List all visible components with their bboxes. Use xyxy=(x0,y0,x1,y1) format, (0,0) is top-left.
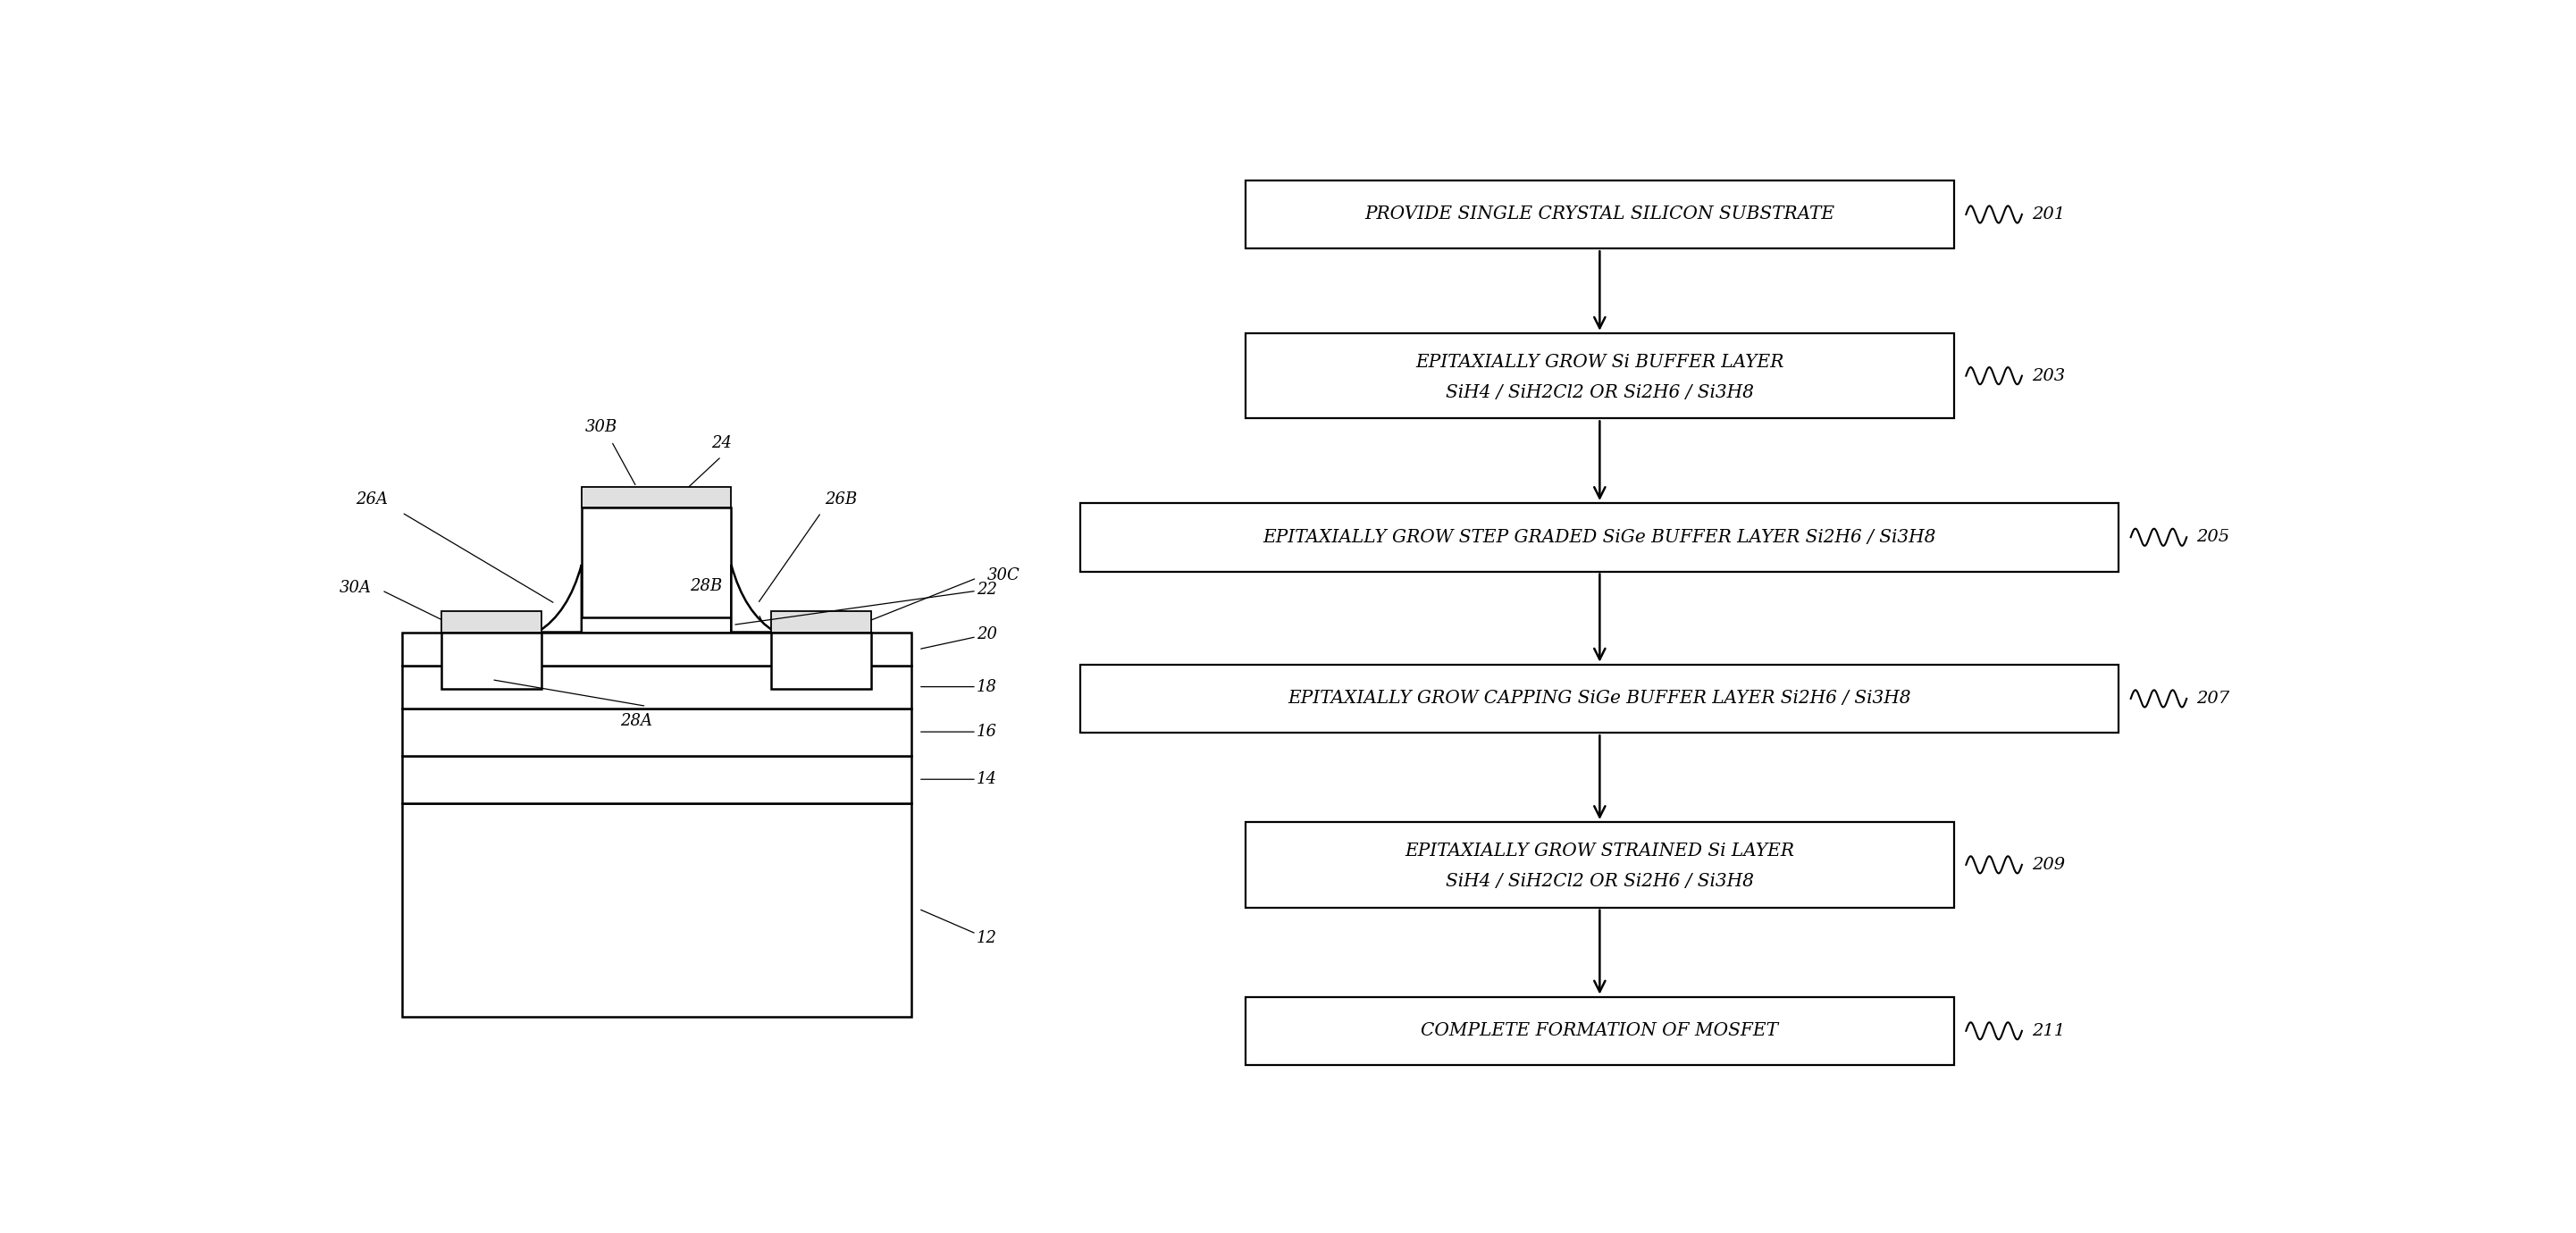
Bar xyxy=(402,803,912,1017)
Text: PROVIDE SINGLE CRYSTAL SILICON SUBSTRATE: PROVIDE SINGLE CRYSTAL SILICON SUBSTRATE xyxy=(1365,206,1834,223)
Text: 28B: 28B xyxy=(690,578,721,594)
Text: 207: 207 xyxy=(2197,690,2231,707)
Bar xyxy=(1244,822,1955,907)
Text: 209: 209 xyxy=(2032,857,2066,873)
Bar xyxy=(1244,333,1955,418)
Bar xyxy=(443,633,541,689)
Text: EPITAXIALLY GROW STEP GRADED SiGe BUFFER LAYER Si2H6 / Si3H8: EPITAXIALLY GROW STEP GRADED SiGe BUFFER… xyxy=(1262,529,1937,546)
Bar xyxy=(1244,996,1955,1065)
Bar xyxy=(402,756,912,803)
Bar xyxy=(402,633,912,666)
Text: SiH4 / SiH2Cl2 OR Si2H6 / Si3H8: SiH4 / SiH2Cl2 OR Si2H6 / Si3H8 xyxy=(1445,385,1754,402)
Text: EPITAXIALLY GROW STRAINED Si LAYER: EPITAXIALLY GROW STRAINED Si LAYER xyxy=(1404,843,1795,859)
Bar xyxy=(582,616,732,633)
Text: EPITAXIALLY GROW Si BUFFER LAYER: EPITAXIALLY GROW Si BUFFER LAYER xyxy=(1414,354,1785,371)
Text: EPITAXIALLY GROW CAPPING SiGe BUFFER LAYER Si2H6 / Si3H8: EPITAXIALLY GROW CAPPING SiGe BUFFER LAY… xyxy=(1288,690,1911,707)
Text: SiH4 / SiH2Cl2 OR Si2H6 / Si3H8: SiH4 / SiH2Cl2 OR Si2H6 / Si3H8 xyxy=(1445,873,1754,890)
Text: 205: 205 xyxy=(2197,529,2231,545)
Text: 30B: 30B xyxy=(585,418,618,435)
Bar xyxy=(770,633,871,689)
Text: 30C: 30C xyxy=(987,567,1020,583)
Text: 12: 12 xyxy=(922,910,997,947)
Text: 203: 203 xyxy=(2032,367,2066,383)
Bar xyxy=(402,666,912,708)
Bar xyxy=(1082,503,2120,571)
Text: 30A: 30A xyxy=(340,580,371,596)
Text: 14: 14 xyxy=(922,772,997,788)
Text: 16: 16 xyxy=(922,724,997,740)
Bar xyxy=(582,508,732,616)
Bar xyxy=(770,612,871,633)
Text: 24: 24 xyxy=(711,435,732,451)
Bar xyxy=(1244,180,1955,249)
Text: 26B: 26B xyxy=(824,492,858,508)
PathPatch shape xyxy=(732,565,775,633)
Bar xyxy=(582,487,732,508)
Bar xyxy=(1082,665,2120,732)
Bar xyxy=(443,612,541,633)
Text: 28A: 28A xyxy=(621,713,652,729)
Text: 201: 201 xyxy=(2032,206,2066,222)
PathPatch shape xyxy=(538,565,582,633)
Text: 211: 211 xyxy=(2032,1023,2066,1039)
Text: 20: 20 xyxy=(922,626,997,649)
Bar xyxy=(402,708,912,756)
Text: COMPLETE FORMATION OF MOSFET: COMPLETE FORMATION OF MOSFET xyxy=(1422,1022,1777,1039)
Text: 22: 22 xyxy=(734,582,997,625)
Text: 18: 18 xyxy=(922,678,997,694)
Text: 26A: 26A xyxy=(355,492,389,508)
